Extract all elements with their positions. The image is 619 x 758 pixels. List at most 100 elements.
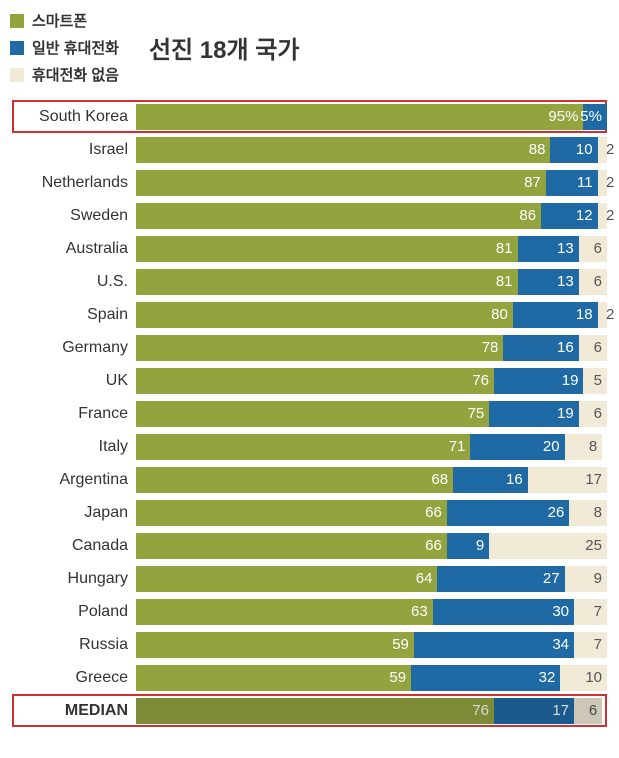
bar-segment-regular: 19 [489,401,578,427]
country-label: Germany [10,339,136,357]
bar: 71208 [136,434,607,460]
country-label: France [10,405,136,423]
bar-segment-none: 2 [598,302,607,328]
bar-segment-none: 8 [565,434,603,460]
chart-row: U.S.81136 [10,265,609,298]
legend-label: 스마트폰 [32,10,87,31]
bar: 66268 [136,500,607,526]
country-label: Netherlands [10,174,136,192]
bar-segment-smartphone: 88 [136,137,550,163]
bar: 78166 [136,335,607,361]
chart-row: South Korea95%5% [10,100,609,133]
bar-segment-none: 6 [579,269,607,295]
chart-title: 선진 18개 국가 [149,30,299,65]
bar-segment-regular: 34 [414,632,574,658]
bar-segment-regular: 27 [437,566,564,592]
legend: 스마트폰 일반 휴대전화 휴대전화 없음 [10,10,119,85]
chart-row: Canada66925 [10,529,609,562]
bar-segment-regular: 13 [518,269,579,295]
bar-segment-none: 7 [574,599,607,625]
country-label: Italy [10,438,136,456]
bar-segment-none: 2 [598,170,607,196]
bar-segment-smartphone: 66 [136,533,447,559]
country-label: Poland [10,603,136,621]
bar-segment-none: 7 [574,632,607,658]
chart-row: Russia59347 [10,628,609,661]
bar: 76176 [136,698,607,724]
legend-item-none: 휴대전화 없음 [10,64,119,85]
bar: 81136 [136,236,607,262]
country-label: South Korea [10,108,136,126]
legend-label: 휴대전화 없음 [32,64,119,85]
bar-segment-regular: 5% [583,104,607,130]
bar: 87112 [136,170,607,196]
country-label: Argentina [10,471,136,489]
country-label: UK [10,372,136,390]
bar-segment-smartphone: 81 [136,236,518,262]
chart-row: UK76195 [10,364,609,397]
bar-segment-regular: 16 [503,335,578,361]
bar-segment-regular: 32 [411,665,560,691]
bar: 593210 [136,665,607,691]
bar-segment-regular: 16 [453,467,528,493]
bar-segment-smartphone: 64 [136,566,437,592]
bar: 86122 [136,203,607,229]
bar-segment-none: 6 [574,698,602,724]
bar-segment-smartphone: 80 [136,302,513,328]
bar-segment-smartphone: 95% [136,104,583,130]
bar: 681617 [136,467,607,493]
bar-segment-smartphone: 76 [136,368,494,394]
bar-segment-regular: 18 [513,302,598,328]
legend-swatch [10,41,24,55]
legend-swatch [10,68,24,82]
bar-segment-none: 25 [489,533,607,559]
bar-segment-regular: 20 [470,434,564,460]
bar-segment-none: 8 [569,500,607,526]
bar: 81136 [136,269,607,295]
bar-segment-smartphone: 66 [136,500,447,526]
bar-segment-smartphone: 75 [136,401,489,427]
bar-segment-smartphone: 59 [136,665,411,691]
chart-row: Sweden86122 [10,199,609,232]
chart-row: Hungary64279 [10,562,609,595]
bar-segment-none: 6 [579,335,607,361]
chart: South Korea95%5%Israel88102Netherlands87… [10,100,609,727]
country-label: Israel [10,141,136,159]
bar-segment-none: 6 [579,401,607,427]
bar-segment-regular: 9 [447,533,489,559]
bar: 88102 [136,137,607,163]
country-label: Australia [10,240,136,258]
country-label: Sweden [10,207,136,225]
chart-row: Poland63307 [10,595,609,628]
bar-segment-smartphone: 63 [136,599,433,625]
legend-item-smartphone: 스마트폰 [10,10,119,31]
bar-segment-smartphone: 68 [136,467,453,493]
bar-segment-regular: 30 [433,599,574,625]
bar-segment-smartphone: 86 [136,203,541,229]
chart-row: MEDIAN76176 [10,694,609,727]
bar: 63307 [136,599,607,625]
bar-segment-smartphone: 87 [136,170,546,196]
legend-item-regular: 일반 휴대전화 [10,37,119,58]
bar-segment-regular: 17 [494,698,574,724]
bar: 59347 [136,632,607,658]
country-label: Hungary [10,570,136,588]
bar-segment-smartphone: 76 [136,698,494,724]
bar-segment-regular: 12 [541,203,598,229]
bar-segment-regular: 10 [550,137,597,163]
bar-segment-none: 9 [565,566,607,592]
chart-row: Greece593210 [10,661,609,694]
bar-segment-none: 6 [579,236,607,262]
legend-swatch [10,14,24,28]
chart-row: France75196 [10,397,609,430]
chart-row: Japan66268 [10,496,609,529]
bar-segment-smartphone: 81 [136,269,518,295]
chart-row: Italy71208 [10,430,609,463]
country-label: Canada [10,537,136,555]
header: 스마트폰 일반 휴대전화 휴대전화 없음 선진 18개 국가 [10,10,609,85]
bar-segment-none: 17 [528,467,607,493]
bar-segment-regular: 26 [447,500,569,526]
bar-segment-smartphone: 78 [136,335,503,361]
chart-row: Germany78166 [10,331,609,364]
bar-segment-none: 10 [560,665,607,691]
